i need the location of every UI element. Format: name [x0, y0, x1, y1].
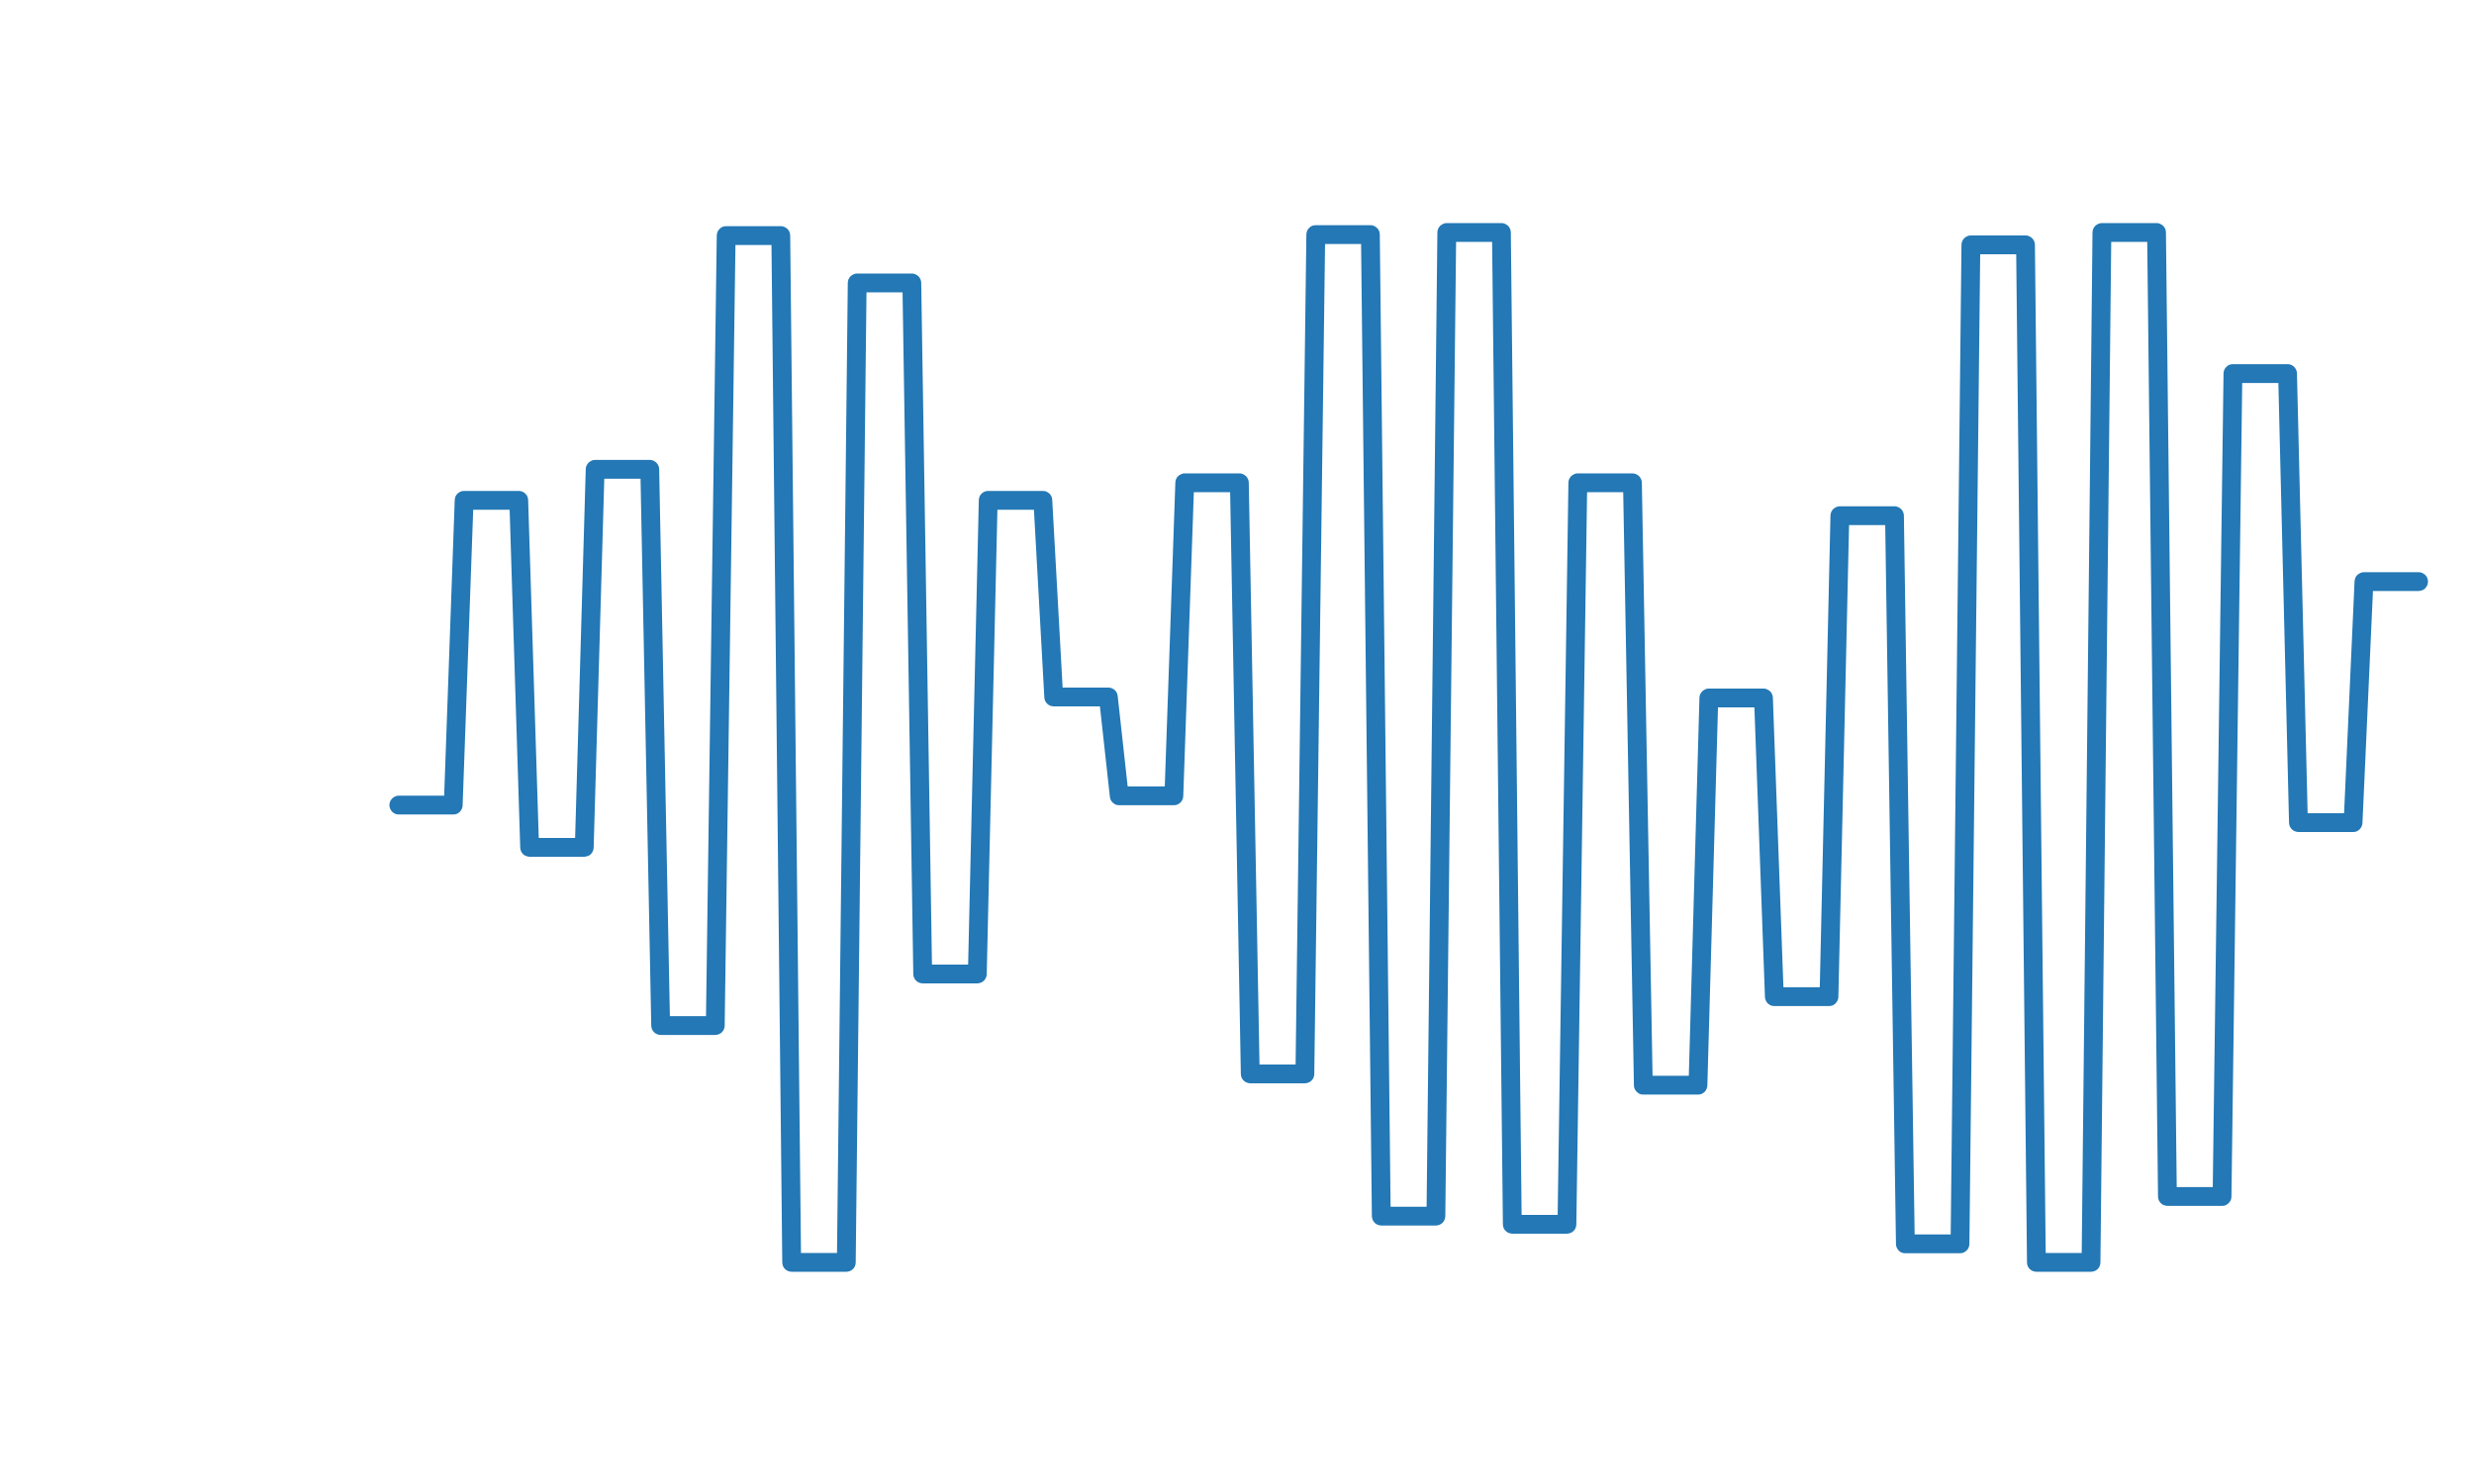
waveform-line: [389, 223, 2428, 1272]
